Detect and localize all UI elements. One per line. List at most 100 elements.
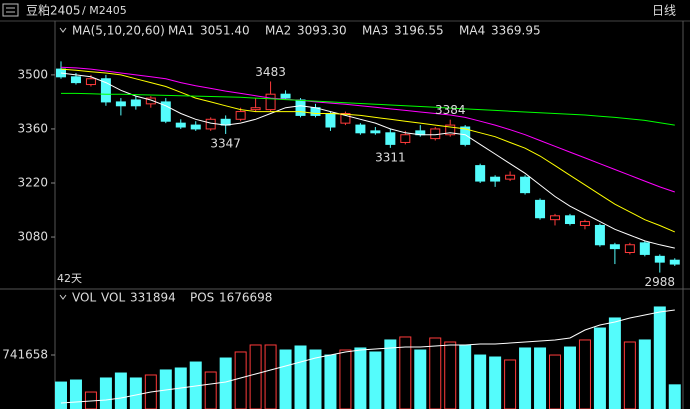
volume-bar [234,351,247,409]
candle-body [355,124,366,134]
volume-bar [399,336,412,409]
volume-bar [563,346,576,409]
legend-name: POS [190,291,214,305]
high-label: 3483 [255,65,286,79]
legend-value: 3369.95 [491,24,541,38]
volume-bar [653,306,666,409]
contract: / M2405 [82,4,127,17]
y-tick-label: 3080 [17,230,48,244]
low-label: 3347 [210,136,241,150]
candle-body [205,118,216,130]
volume-bar [219,357,232,409]
low-label: 2988 [645,275,676,289]
volume-bar [264,344,277,409]
legend-name: MA3 [362,24,388,38]
volume-bar [55,381,67,409]
volume-bar [249,344,262,409]
volume-bar [549,354,562,409]
candle-body [325,112,336,128]
collapse-icon[interactable] [59,27,67,33]
candle-body [505,174,516,180]
candle-body [85,78,96,86]
volume-bar [519,347,532,409]
candle-body [385,132,396,145]
candle-body [295,99,306,116]
legend-name: MA2 [265,24,291,38]
candle-body [490,176,501,182]
candle-body [460,126,471,145]
candle-body [250,107,261,111]
candle-body [520,176,531,194]
ma-line [60,66,675,193]
candle-body [70,76,81,84]
volume-bar [384,339,397,409]
volume-bar [534,347,547,409]
volume-bar [444,341,457,409]
volume-bar [129,377,142,409]
legend-value: 3093.30 [297,24,347,38]
ma-label: MA(5,10,20,60) [72,24,165,38]
symbol: 豆粕2405 [26,3,81,18]
volume-bar [324,354,337,409]
legend-name: MA4 [459,24,485,38]
candle-body [475,165,486,182]
ma-line [60,68,675,233]
candle-body [400,134,411,143]
pos-line [60,309,675,404]
volume-bar [638,339,651,409]
candle-body [535,199,546,219]
candle-body [445,124,456,136]
volume-bar [369,351,382,409]
candle-body [370,130,381,134]
candle-body [594,224,605,246]
candle-body [579,221,590,226]
legend-value: 1676698 [219,291,272,305]
candle-body [624,244,635,253]
volume-bar [69,379,82,409]
candle-body [430,128,441,140]
candle-body [669,259,680,265]
volume-bar [354,347,367,409]
candle-body [175,122,186,128]
ma-line [60,72,675,249]
vol-title: VOL [72,291,96,305]
period-count: 42天 [57,272,82,285]
y-tick-label: 741658 [2,347,48,361]
volume-bar [474,354,487,409]
volume-bar [623,341,636,409]
y-tick-label: 3220 [17,175,48,189]
volume-bar [504,359,517,409]
candle-body [639,242,650,255]
collapse-icon[interactable] [59,294,67,300]
legend-name: VOL [101,291,125,305]
candle-body [235,111,246,120]
candle-body [654,255,665,263]
volume-bar [593,327,606,409]
candle-body [280,93,291,99]
volume-bar [489,356,502,409]
ma-line [61,92,675,126]
volume-bar [114,372,127,409]
legend-value: 3196.55 [394,24,444,38]
candle-body [609,244,620,250]
period[interactable]: 日线 [652,4,676,18]
menu-icon[interactable] [2,3,19,17]
volume-bar [294,345,307,409]
legend-value: 331894 [130,291,176,305]
high-label: 3384 [435,103,466,117]
candle-body [265,93,276,111]
low-label: 3311 [375,150,406,164]
candle-body [550,215,561,221]
volume-bar [578,339,591,409]
volume-bar [414,349,427,409]
volume-bar [429,337,442,409]
volume-bar [608,317,621,409]
y-tick-label: 3360 [17,121,48,135]
candle-body [340,112,351,124]
volume-bar [279,349,292,409]
candle-body [145,97,156,105]
legend-name: MA1 [168,24,194,38]
volume-bar [459,344,472,409]
